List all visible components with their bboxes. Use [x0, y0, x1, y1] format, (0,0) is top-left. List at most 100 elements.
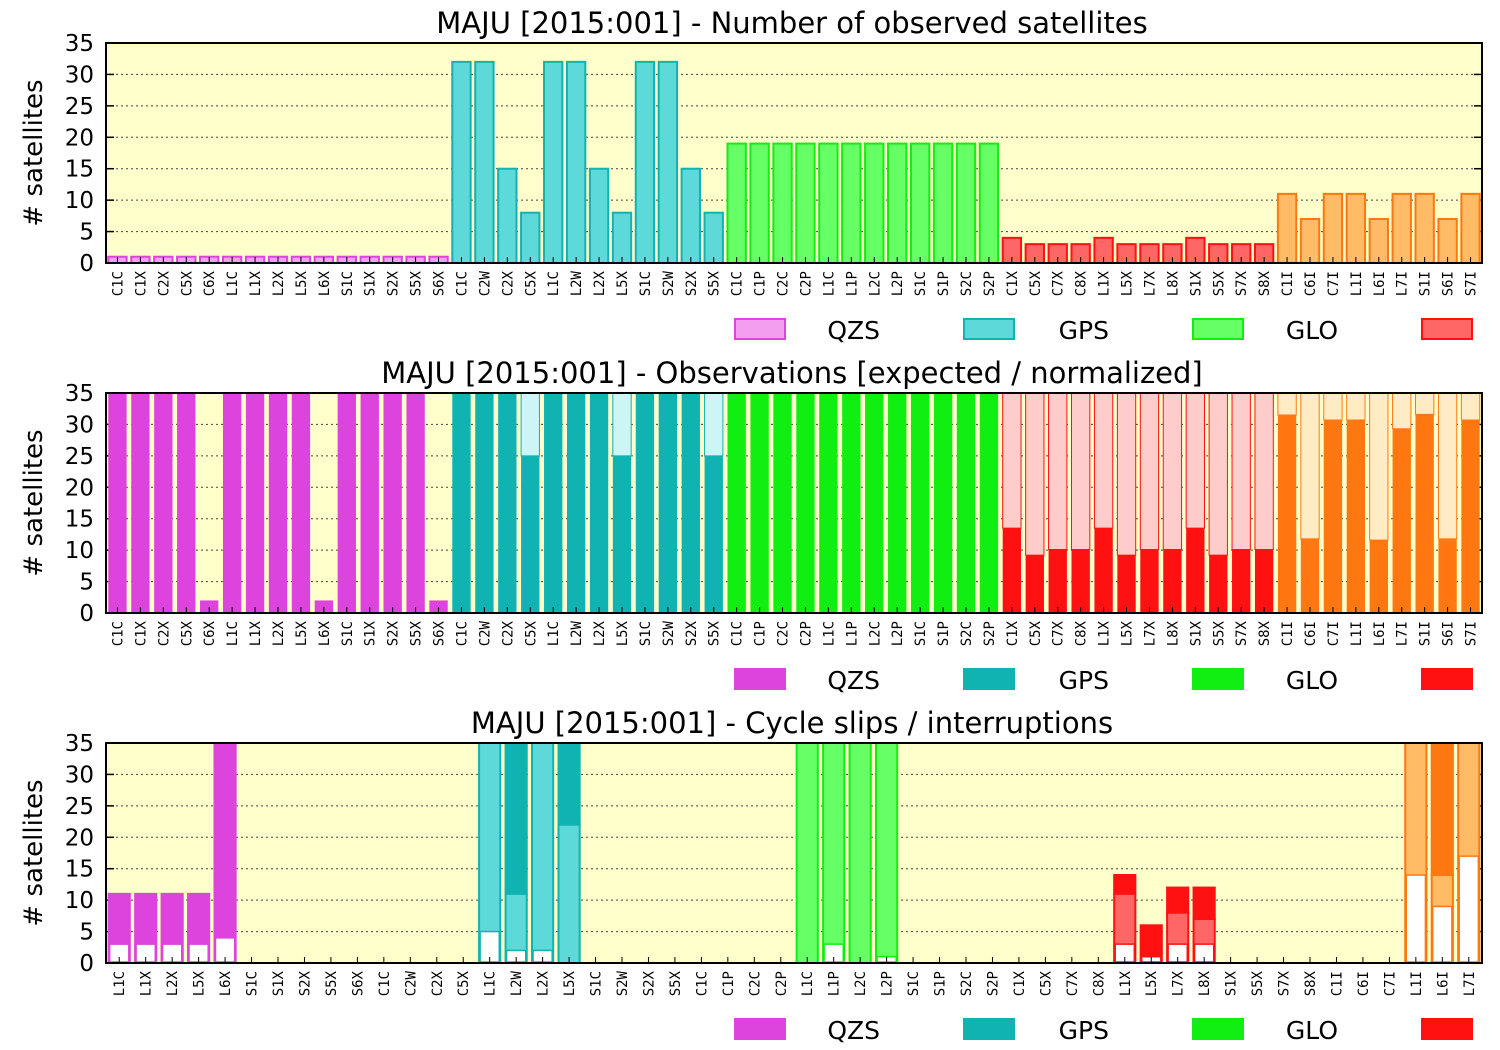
- x-tick-label: S2P: [982, 271, 998, 296]
- x-tick-label: S2X: [386, 620, 402, 646]
- bar: [658, 393, 678, 613]
- x-tick-label: C5X: [1028, 270, 1044, 296]
- bar: [521, 455, 540, 613]
- x-tick-label: C5X: [1038, 970, 1054, 996]
- legend-label-qzs: QZS: [827, 666, 880, 695]
- x-tick-label: S2X: [297, 970, 313, 996]
- x-tick-label: L6I: [1435, 971, 1451, 996]
- x-tick-label: C7X: [1051, 270, 1067, 296]
- x-tick-label: S1I: [1418, 271, 1434, 296]
- bar: [749, 142, 770, 264]
- x-tick-label: C1X: [133, 620, 149, 646]
- legend-swatch-glo: [1192, 318, 1244, 340]
- bar-expected: [1300, 392, 1320, 540]
- x-tick-label: C6I: [1303, 271, 1319, 296]
- bar: [635, 393, 655, 613]
- x-tick-label: C5X: [1028, 620, 1044, 646]
- bar-base: [1431, 905, 1453, 963]
- bar: [1254, 549, 1274, 613]
- legend: QZSGPSGLOGALBDS: [734, 316, 1473, 345]
- x-tick-label: S1C: [340, 621, 356, 646]
- bar: [1461, 420, 1480, 613]
- y-tick-label: 20: [65, 825, 94, 851]
- bar-interruptions: [822, 742, 846, 964]
- x-tick-label: S1I: [1418, 621, 1434, 646]
- bar-expected: [520, 392, 540, 457]
- x-tick-label: S5X: [1250, 970, 1266, 996]
- x-tick-label: C5X: [179, 620, 195, 646]
- bar: [1025, 555, 1044, 613]
- x-tick-label: S2X: [684, 270, 700, 296]
- x-tick-label: L7X: [1142, 620, 1158, 646]
- bar: [887, 142, 908, 264]
- x-tick-label: L6X: [317, 620, 333, 646]
- legend-swatch-gps: [963, 1018, 1015, 1040]
- x-tick-label: S5X: [1211, 620, 1227, 646]
- x-tick-label: C5X: [523, 270, 539, 296]
- x-tick-label: L6I: [1372, 621, 1388, 646]
- x-tick-label: L2C: [853, 971, 869, 996]
- plot-background: [106, 393, 1482, 613]
- bar-interruptions: [531, 742, 555, 964]
- x-tick-label: L1C: [821, 271, 837, 296]
- x-tick-label: C8X: [1091, 970, 1107, 996]
- bar: [657, 60, 679, 264]
- bar-expected: [1369, 392, 1389, 541]
- y-tick-label: 0: [79, 251, 94, 277]
- y-tick-label: 30: [65, 762, 94, 788]
- legend-swatch-qzs: [734, 318, 786, 340]
- bar: [429, 600, 448, 613]
- bar: [864, 142, 885, 264]
- bar: [956, 393, 976, 613]
- plot-background: [106, 43, 1482, 263]
- x-tick-label: L1X: [248, 270, 264, 296]
- x-tick-label: C5X: [179, 270, 195, 296]
- x-tick-label: C7X: [1051, 620, 1067, 646]
- x-tick-label: L6X: [317, 270, 333, 296]
- x-tick-label: L5X: [1120, 270, 1136, 296]
- x-tick-label: L5X: [1120, 620, 1136, 646]
- bar: [634, 60, 656, 264]
- x-tick-label: S1P: [936, 621, 952, 646]
- x-tick-label: S7X: [1234, 620, 1250, 646]
- bar: [452, 393, 471, 613]
- legend-label-glo: GLO: [1286, 666, 1338, 695]
- x-tick-label: L1C: [225, 621, 241, 646]
- x-tick-label: L1C: [546, 271, 562, 296]
- legend-swatch-glo: [1192, 668, 1244, 690]
- legend: QZSGPSGLOGALBDS: [734, 666, 1473, 695]
- bar-expected: [1231, 392, 1251, 551]
- x-tick-label: S1X: [1188, 620, 1204, 646]
- x-tick-label: S5X: [324, 970, 340, 996]
- bar: [726, 142, 747, 264]
- x-tick-label: S6I: [1441, 621, 1457, 646]
- bar: [1232, 549, 1251, 613]
- x-tick-label: L1I: [1349, 271, 1365, 296]
- legend-label-gps: GPS: [1059, 316, 1109, 345]
- x-tick-label: L1I: [1349, 621, 1365, 646]
- x-tick-label: S1X: [271, 970, 287, 996]
- x-tick-label: L2W: [509, 970, 525, 996]
- x-tick-label: L2X: [271, 270, 287, 296]
- bar: [1460, 192, 1481, 265]
- chart-panel-cycle-slips: 0 5 10 15 20 25 30 35 L1C L1X L2X L5X L6X S1C S1X S2X S5…: [19, 706, 1483, 1045]
- x-tick-label: S1C: [589, 971, 605, 996]
- y-tick-label: 20: [65, 125, 94, 151]
- bar: [727, 393, 746, 613]
- x-tick-label: C2X: [156, 620, 172, 646]
- bar-expected: [704, 392, 724, 457]
- x-tick-label: C2W: [477, 620, 493, 646]
- bar: [1186, 528, 1205, 613]
- x-tick-label: L2X: [271, 620, 287, 646]
- bar: [819, 393, 838, 613]
- x-tick-label: C1P: [721, 971, 737, 996]
- y-tick-label: 35: [65, 731, 94, 757]
- x-tick-label: S1C: [638, 271, 654, 296]
- bar: [154, 393, 173, 613]
- x-tick-label: S1X: [1224, 970, 1240, 996]
- y-tick-label: 15: [65, 857, 94, 883]
- bar: [681, 393, 700, 613]
- legend-swatch-qzs: [734, 1018, 786, 1040]
- x-tick-label: L2P: [880, 971, 896, 996]
- y-tick-label: 15: [65, 157, 94, 183]
